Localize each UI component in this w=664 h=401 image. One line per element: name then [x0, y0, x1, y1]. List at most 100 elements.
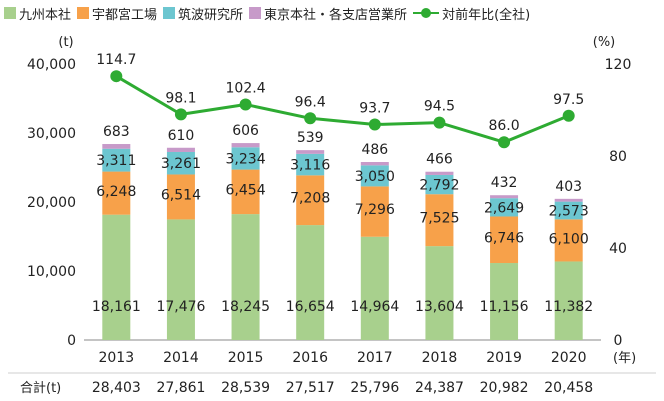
data-label-tokyo: 486	[361, 142, 388, 158]
ratio-data-label: 94.5	[424, 99, 455, 115]
y-left-unit-label: (t)	[58, 35, 73, 50]
y-right-axis: 0 40 80 120	[605, 57, 632, 349]
bar-segment	[231, 147, 260, 170]
y-left-tick-label: 10,000	[27, 264, 76, 280]
bar-segment	[360, 236, 389, 340]
data-label-utsunomiya: 6,454	[226, 183, 266, 199]
bar-segment	[490, 263, 519, 340]
legend-swatch-utsunomiya	[77, 7, 90, 19]
legend-label-yoy: 対前年比(全社)	[442, 7, 531, 23]
x-tick-label: 2020	[551, 350, 587, 366]
data-label-tsukuba: 3,311	[96, 153, 136, 169]
data-label-tokyo: 432	[491, 175, 518, 191]
data-label-kyushu: 18,161	[92, 299, 141, 315]
ratio-line	[115, 74, 570, 144]
data-label-tokyo: 610	[168, 128, 195, 144]
bar-series-group: 18,161 6,248 3,311 683 17,476 6,514 3,261 610 18…	[92, 123, 593, 340]
legend-item-utsunomiya: 宇都宮工場	[77, 4, 157, 23]
data-label-utsunomiya: 6,514	[161, 188, 201, 204]
y-left-tick-label: 0	[67, 333, 76, 349]
x-unit-label: (年)	[613, 351, 636, 366]
legend-swatch-tsukuba	[163, 7, 176, 19]
y-right-tick-label: 80	[609, 149, 627, 165]
ratio-data-label: 86.0	[488, 118, 519, 134]
x-axis: 2013 2014 2015 2016 2017 2018 2019 2020	[98, 350, 586, 366]
data-label-tsukuba: 2,573	[549, 203, 589, 219]
bar-segment	[102, 214, 131, 340]
data-label-tsukuba: 3,234	[226, 151, 266, 167]
ratio-line-group: 114.7 98.1 102.4 96.4 93.7 94.5 86.0 97.5	[96, 52, 584, 149]
legend-line-marker-icon	[413, 7, 440, 19]
ratio-line-point	[239, 98, 252, 111]
bar-segment	[296, 153, 325, 176]
y-left-tick-label: 30,000	[27, 126, 76, 142]
legend-item-tokyo: 東京本社・各支店営業所	[249, 4, 407, 23]
bar-segment	[554, 219, 583, 262]
bar-segment	[490, 216, 519, 264]
bar-segment	[102, 144, 131, 149]
y-right-tick-label: 40	[609, 241, 627, 257]
ratio-data-label: 93.7	[359, 100, 390, 116]
ratio-data-label: 96.4	[295, 94, 326, 110]
bar-segment	[231, 169, 260, 215]
data-label-tsukuba: 2,792	[419, 178, 459, 194]
bar-segment	[425, 171, 454, 175]
x-tick-label: 2016	[292, 350, 328, 366]
total-value: 24,387	[415, 380, 464, 396]
ratio-line-point	[433, 116, 446, 129]
bar-segment	[360, 186, 389, 237]
bar-segment	[425, 174, 454, 195]
total-value: 27,861	[156, 380, 205, 396]
bar-segment	[425, 194, 454, 247]
bar-segment	[231, 143, 260, 148]
data-label-tsukuba: 3,261	[161, 156, 201, 172]
ratio-data-label: 114.7	[96, 52, 136, 68]
total-value: 20,982	[480, 380, 529, 396]
data-label-kyushu: 18,245	[221, 299, 270, 315]
bar-segment	[231, 214, 260, 340]
ratio-line-point	[304, 112, 317, 125]
totals-row-label: 合計(t)	[20, 380, 61, 396]
data-label-tsukuba: 2,649	[484, 200, 524, 216]
ratio-data-label: 97.5	[553, 92, 584, 108]
legend-swatch-kyushu	[4, 7, 16, 19]
bar-segment	[554, 201, 583, 220]
bar-segment	[296, 150, 325, 154]
bar-segment	[166, 147, 195, 152]
data-label-tsukuba: 3,116	[290, 158, 330, 174]
total-value: 28,403	[92, 380, 141, 396]
data-label-tokyo: 466	[426, 152, 453, 168]
y-right-tick-label: 120	[605, 57, 632, 73]
total-value: 20,458	[544, 380, 593, 396]
data-label-tokyo: 683	[103, 124, 130, 140]
data-label-utsunomiya: 6,746	[484, 230, 524, 246]
x-tick-label: 2017	[357, 350, 393, 366]
data-label-tsukuba: 3,050	[355, 169, 395, 185]
data-label-utsunomiya: 7,208	[290, 191, 330, 207]
ratio-data-label: 102.4	[226, 80, 266, 96]
x-tick-label: 2018	[422, 350, 458, 366]
legend-label-utsunomiya: 宇都宮工場	[92, 7, 158, 23]
data-label-utsunomiya: 6,248	[96, 184, 136, 200]
x-tick-label: 2015	[228, 350, 264, 366]
y-left-tick-label: 20,000	[27, 195, 76, 211]
total-value: 28,539	[221, 380, 270, 396]
chart-legend: 九州本社 宇都宮工場 筑波研究所 東京本社・各支店営業所 対前年比(全社)	[4, 2, 536, 24]
data-label-kyushu: 17,476	[156, 299, 205, 315]
ratio-line-point	[110, 70, 123, 83]
legend-item-tsukuba: 筑波研究所	[163, 4, 243, 23]
data-label-kyushu: 14,964	[350, 299, 399, 315]
bar-segment	[490, 195, 519, 199]
legend-label-tokyo: 東京本社・各支店営業所	[264, 7, 408, 23]
data-label-tokyo: 403	[555, 179, 582, 195]
bar-segment	[102, 148, 131, 172]
data-label-kyushu: 16,654	[286, 299, 335, 315]
data-label-tokyo: 539	[297, 130, 324, 146]
bar-segment	[554, 198, 583, 202]
bar-segment	[166, 174, 195, 220]
total-value: 25,796	[350, 380, 399, 396]
legend-swatch-tokyo	[249, 7, 262, 19]
bar-segment	[360, 165, 389, 187]
x-tick-label: 2013	[98, 350, 134, 366]
